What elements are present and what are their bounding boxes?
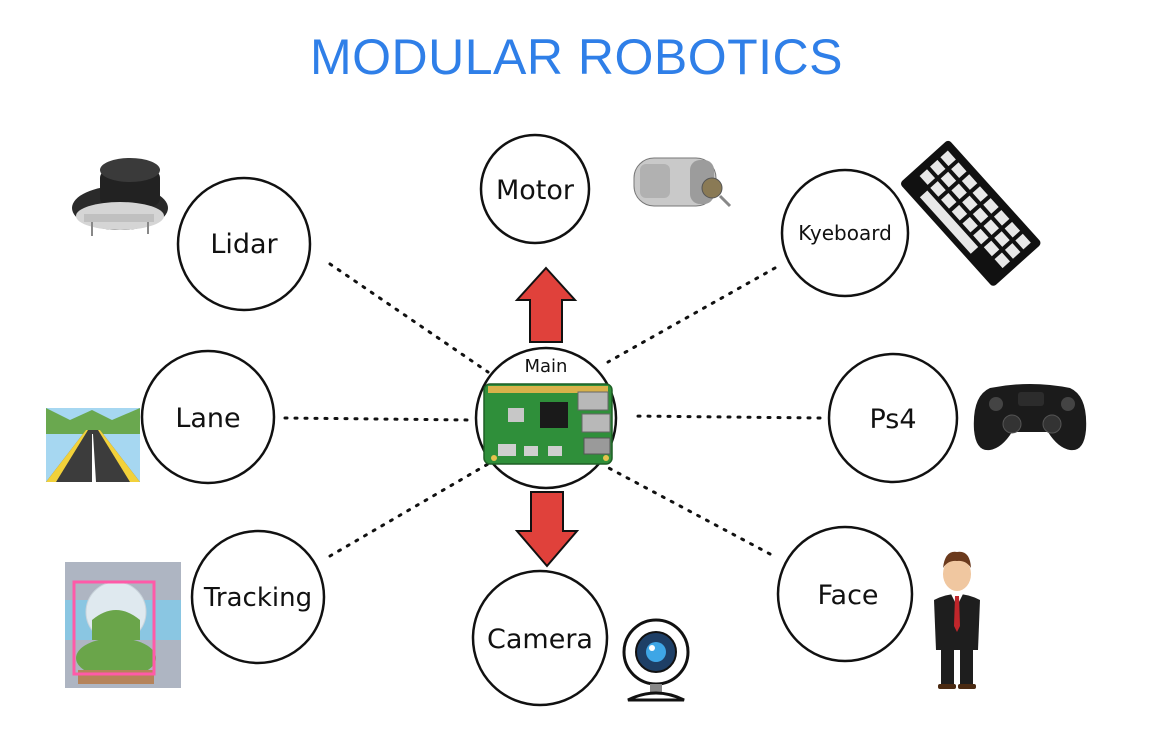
arrow-down-to-camera (514, 491, 580, 568)
node-lidar[interactable] (176, 176, 312, 312)
keyboard-icon (901, 140, 1041, 286)
connector-keyboard (606, 266, 777, 364)
node-camera[interactable] (471, 569, 609, 707)
tracking-snowglobe-icon (65, 562, 181, 688)
node-motor[interactable] (479, 133, 591, 245)
arrow-up-to-motor (514, 266, 578, 343)
connector-face (603, 464, 772, 556)
webcam-icon (622, 618, 690, 702)
raspberry-pi-board-icon (483, 383, 613, 465)
node-ps4[interactable] (827, 352, 959, 484)
diagram-title: MODULAR ROBOTICS (309, 29, 844, 85)
node-face[interactable] (776, 525, 914, 663)
connector-lidar (328, 262, 490, 374)
businessman-icon (934, 551, 980, 689)
label-face: Face (817, 580, 878, 611)
road-lane-icon (46, 408, 140, 482)
label-ps4: Ps4 (869, 404, 916, 435)
label-camera: Camera (487, 624, 593, 655)
label-lane: Lane (175, 403, 240, 434)
label-keyboard: Kyeboard (798, 221, 892, 245)
label-lidar: Lidar (210, 229, 278, 260)
node-keyboard[interactable] (780, 168, 910, 298)
node-tracking[interactable] (190, 529, 326, 665)
gamepad-icon (973, 384, 1087, 451)
label-main: Main (525, 356, 568, 377)
connector-tracking (328, 462, 490, 558)
label-motor: Motor (496, 175, 575, 206)
dc-motor-icon (633, 157, 732, 208)
connector-lane (283, 416, 474, 422)
connector-ps4 (630, 414, 822, 420)
label-tracking: Tracking (203, 583, 312, 613)
lidar-sensor-icon (72, 158, 168, 236)
node-lane[interactable] (140, 349, 276, 485)
